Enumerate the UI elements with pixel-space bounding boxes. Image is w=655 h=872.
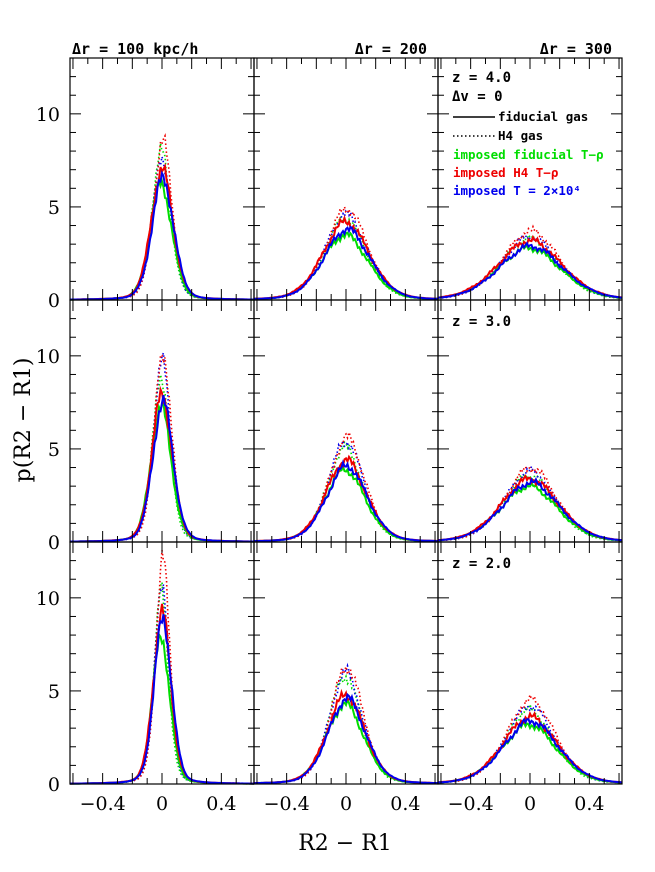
legend-label-fiducial: fiducial gas [498,109,588,124]
x-tick-label: −0.4 [448,793,494,815]
x-axis-title: R2 − R1 [298,831,392,856]
series-h4_green-r0-c2 [437,233,623,299]
series-h4_red-r1-c0 [69,354,255,543]
ticks [438,541,622,785]
row-label-z3: z = 3.0 [452,314,511,330]
series-fid_blue-r2-c2 [438,717,623,784]
y-tick-label: 5 [48,681,60,703]
y-tick-label: 0 [48,774,60,796]
ticks [254,57,438,301]
panel-frame [253,299,439,543]
legend-label-imposed-fiducial: imposed fiducial T−ρ [453,147,604,162]
y-tick-label: 0 [48,290,60,312]
series-h4_blue-r1-c0 [69,349,254,543]
y-tick-label: 0 [48,532,60,554]
series-fid_red-r2-c0 [70,603,254,785]
series-fid_green-r2-c1 [253,697,439,785]
legend-label-imposed-h4: imposed H4 T−ρ [453,165,558,180]
panel-r0-c0 [69,57,255,301]
series-h4_green-r1-c0 [70,374,254,543]
series-fid_green-r2-c0 [69,631,254,785]
column-title-1: Δr = 100 kpc/h [72,40,198,58]
panel-frame [437,299,623,543]
series-fid_blue-r2-c0 [70,614,254,785]
series-h4_green-r2-c0 [70,581,254,785]
x-tick-label: 0.4 [206,793,236,815]
series-fid_blue-r1-c1 [253,459,438,543]
legend-label-h4: H4 gas [498,128,543,143]
panel-r1-c1 [253,299,439,543]
series-h4_blue-r2-c1 [253,662,439,784]
y-axis-title: p(R2 − R1) [11,358,36,483]
row-label-z2: z = 2.0 [452,556,511,572]
series-h4_red-r2-c2 [437,692,622,784]
legend-label-imposed-t: imposed T = 2×10⁴ [453,183,581,198]
series-h4_green-r2-c1 [254,673,438,784]
series-h4_blue-r0-c1 [253,209,438,300]
series-fid_blue-r0-c2 [437,241,622,299]
y-tick-label: 5 [48,197,60,219]
series-h4_red-r0-c1 [254,203,439,300]
x-tick-label: 0 [524,793,536,815]
ticks [438,299,622,543]
series-fid_green-r1-c0 [69,400,254,543]
ticks [70,299,254,543]
x-tick-label: −0.4 [80,793,126,815]
x-tick-label: 0.4 [390,793,420,815]
y-tick-label: 5 [48,439,60,461]
series-h4_blue-r1-c1 [254,437,439,542]
series-fid_blue-r2-c1 [253,692,439,785]
panel-r2-c0 [69,541,255,785]
series-h4_blue-r2-c0 [70,584,254,785]
panel-frame [69,299,255,543]
x-tick-label: 0 [156,793,168,815]
y-tick-label: 10 [36,588,60,610]
series-h4_red-r2-c1 [254,663,438,784]
series-h4_red-r1-c2 [438,465,623,542]
x-tick-label: 0 [340,793,352,815]
series-h4_blue-r2-c2 [437,704,622,784]
series-fid_blue-r1-c2 [437,476,622,542]
panel-r2-c2 [437,541,623,785]
delta-v-label: Δv = 0 [452,89,503,105]
series-h4_blue-r1-c2 [437,464,622,542]
series-h4_red-r2-c0 [70,550,254,785]
series-fid_red-r0-c0 [70,163,254,301]
y-tick-label: 10 [36,104,60,126]
panel-frame [69,541,255,785]
column-title-3: Δr = 300 [540,40,612,58]
ticks [70,57,254,301]
series-fid_blue-r0-c0 [69,169,254,301]
ticks [254,299,438,543]
series-h4_green-r0-c0 [70,142,254,301]
y-tick-label: 10 [36,346,60,368]
ticks [254,541,438,785]
ticks [70,541,254,785]
x-tick-label: 0.4 [574,793,604,815]
x-tick-label: −0.4 [264,793,310,815]
series-fid_red-r1-c1 [254,454,439,542]
panel-r0-c1 [253,57,439,301]
series-fid_green-r1-c1 [253,463,439,543]
ticks [438,57,622,301]
panels-layer: −0.4 0 0.4 −0.4 0 0.4 −0.4 0 0.4 0 5 10 0 5 10 0 5 10 [36,57,623,815]
row-label-z4: z = 4.0 [452,70,511,86]
series-h4_green-r1-c1 [254,440,439,542]
panel-frame [437,541,623,785]
series-h4_red-r1-c1 [254,429,438,542]
panel-r1-c0 [69,299,255,543]
legend: fiducial gas H4 gas imposed fiducial T−ρ… [453,109,604,198]
series-fid_blue-r0-c1 [253,225,438,300]
panel-frame [253,57,439,301]
text-layer: Δr = 100 kpc/h Δr = 200 Δr = 300 z = 4.0… [11,40,612,856]
series-fid_blue-r1-c0 [69,395,254,543]
panel-frame [253,541,439,785]
panel-r1-c2 [437,299,623,543]
series-fid_green-r0-c0 [69,177,254,301]
series-fid_red-r1-c0 [70,385,255,543]
panel-r2-c1 [253,541,439,785]
column-title-2: Δr = 200 [355,40,427,58]
series-h4_blue-r0-c2 [437,233,622,299]
